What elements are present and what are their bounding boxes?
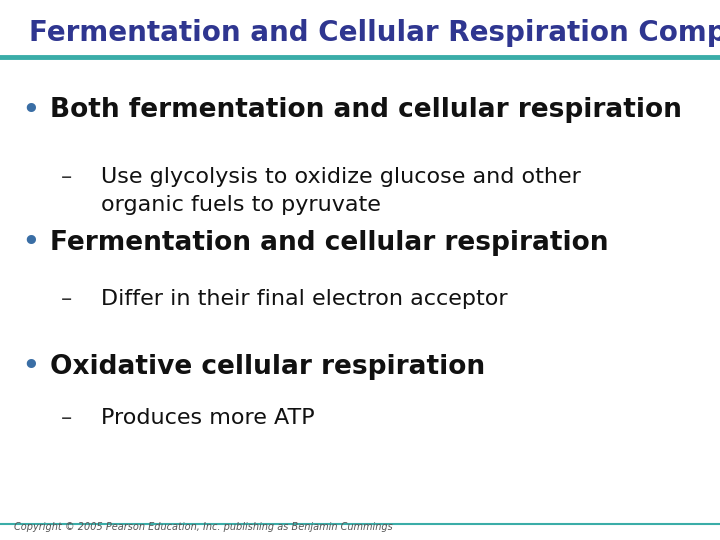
Text: •: • bbox=[22, 94, 40, 125]
Text: Use glycolysis to oxidize glucose and other
organic fuels to pyruvate: Use glycolysis to oxidize glucose and ot… bbox=[101, 167, 580, 214]
Text: Fermentation and cellular respiration: Fermentation and cellular respiration bbox=[50, 230, 609, 255]
Text: Produces more ATP: Produces more ATP bbox=[101, 408, 315, 428]
Text: Fermentation and Cellular Respiration Compared: Fermentation and Cellular Respiration Co… bbox=[29, 19, 720, 47]
Text: •: • bbox=[22, 351, 40, 382]
Text: Differ in their final electron acceptor: Differ in their final electron acceptor bbox=[101, 289, 508, 309]
Text: –: – bbox=[61, 408, 73, 428]
Text: •: • bbox=[22, 227, 40, 258]
Text: –: – bbox=[61, 289, 73, 309]
Text: –: – bbox=[61, 167, 73, 187]
Text: Oxidative cellular respiration: Oxidative cellular respiration bbox=[50, 354, 485, 380]
Text: Copyright © 2005 Pearson Education, Inc. publishing as Benjamin Cummings: Copyright © 2005 Pearson Education, Inc.… bbox=[14, 522, 393, 532]
Text: Both fermentation and cellular respiration: Both fermentation and cellular respirati… bbox=[50, 97, 683, 123]
